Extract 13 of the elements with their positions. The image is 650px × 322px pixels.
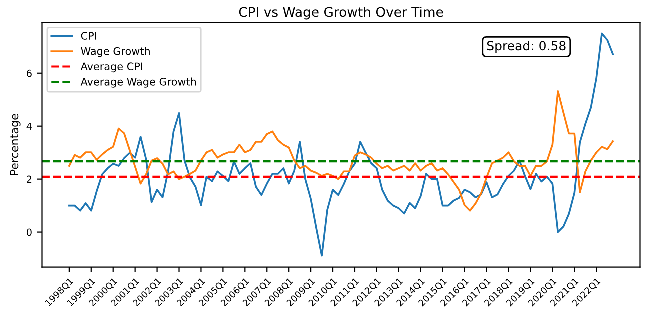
legend-label: Wage Growth (81, 47, 150, 58)
y-tick-label: 0 (26, 228, 32, 236)
chart-title: CPI vs Wage Growth Over Time (239, 6, 444, 20)
legend-label: Average Wage Growth (80, 78, 196, 88)
legend-label: CPI (81, 32, 96, 40)
line-series (68, 90, 614, 212)
line-series (68, 32, 614, 257)
legend-label: Average CPI (80, 62, 142, 73)
annotation: Spread: 0.58 (487, 40, 566, 54)
y-tick-label: 4 (26, 122, 32, 130)
y-axis-title: Percentage (10, 114, 21, 176)
y-tick-label: 2 (27, 176, 32, 184)
y-tick-label: 6 (27, 70, 32, 78)
